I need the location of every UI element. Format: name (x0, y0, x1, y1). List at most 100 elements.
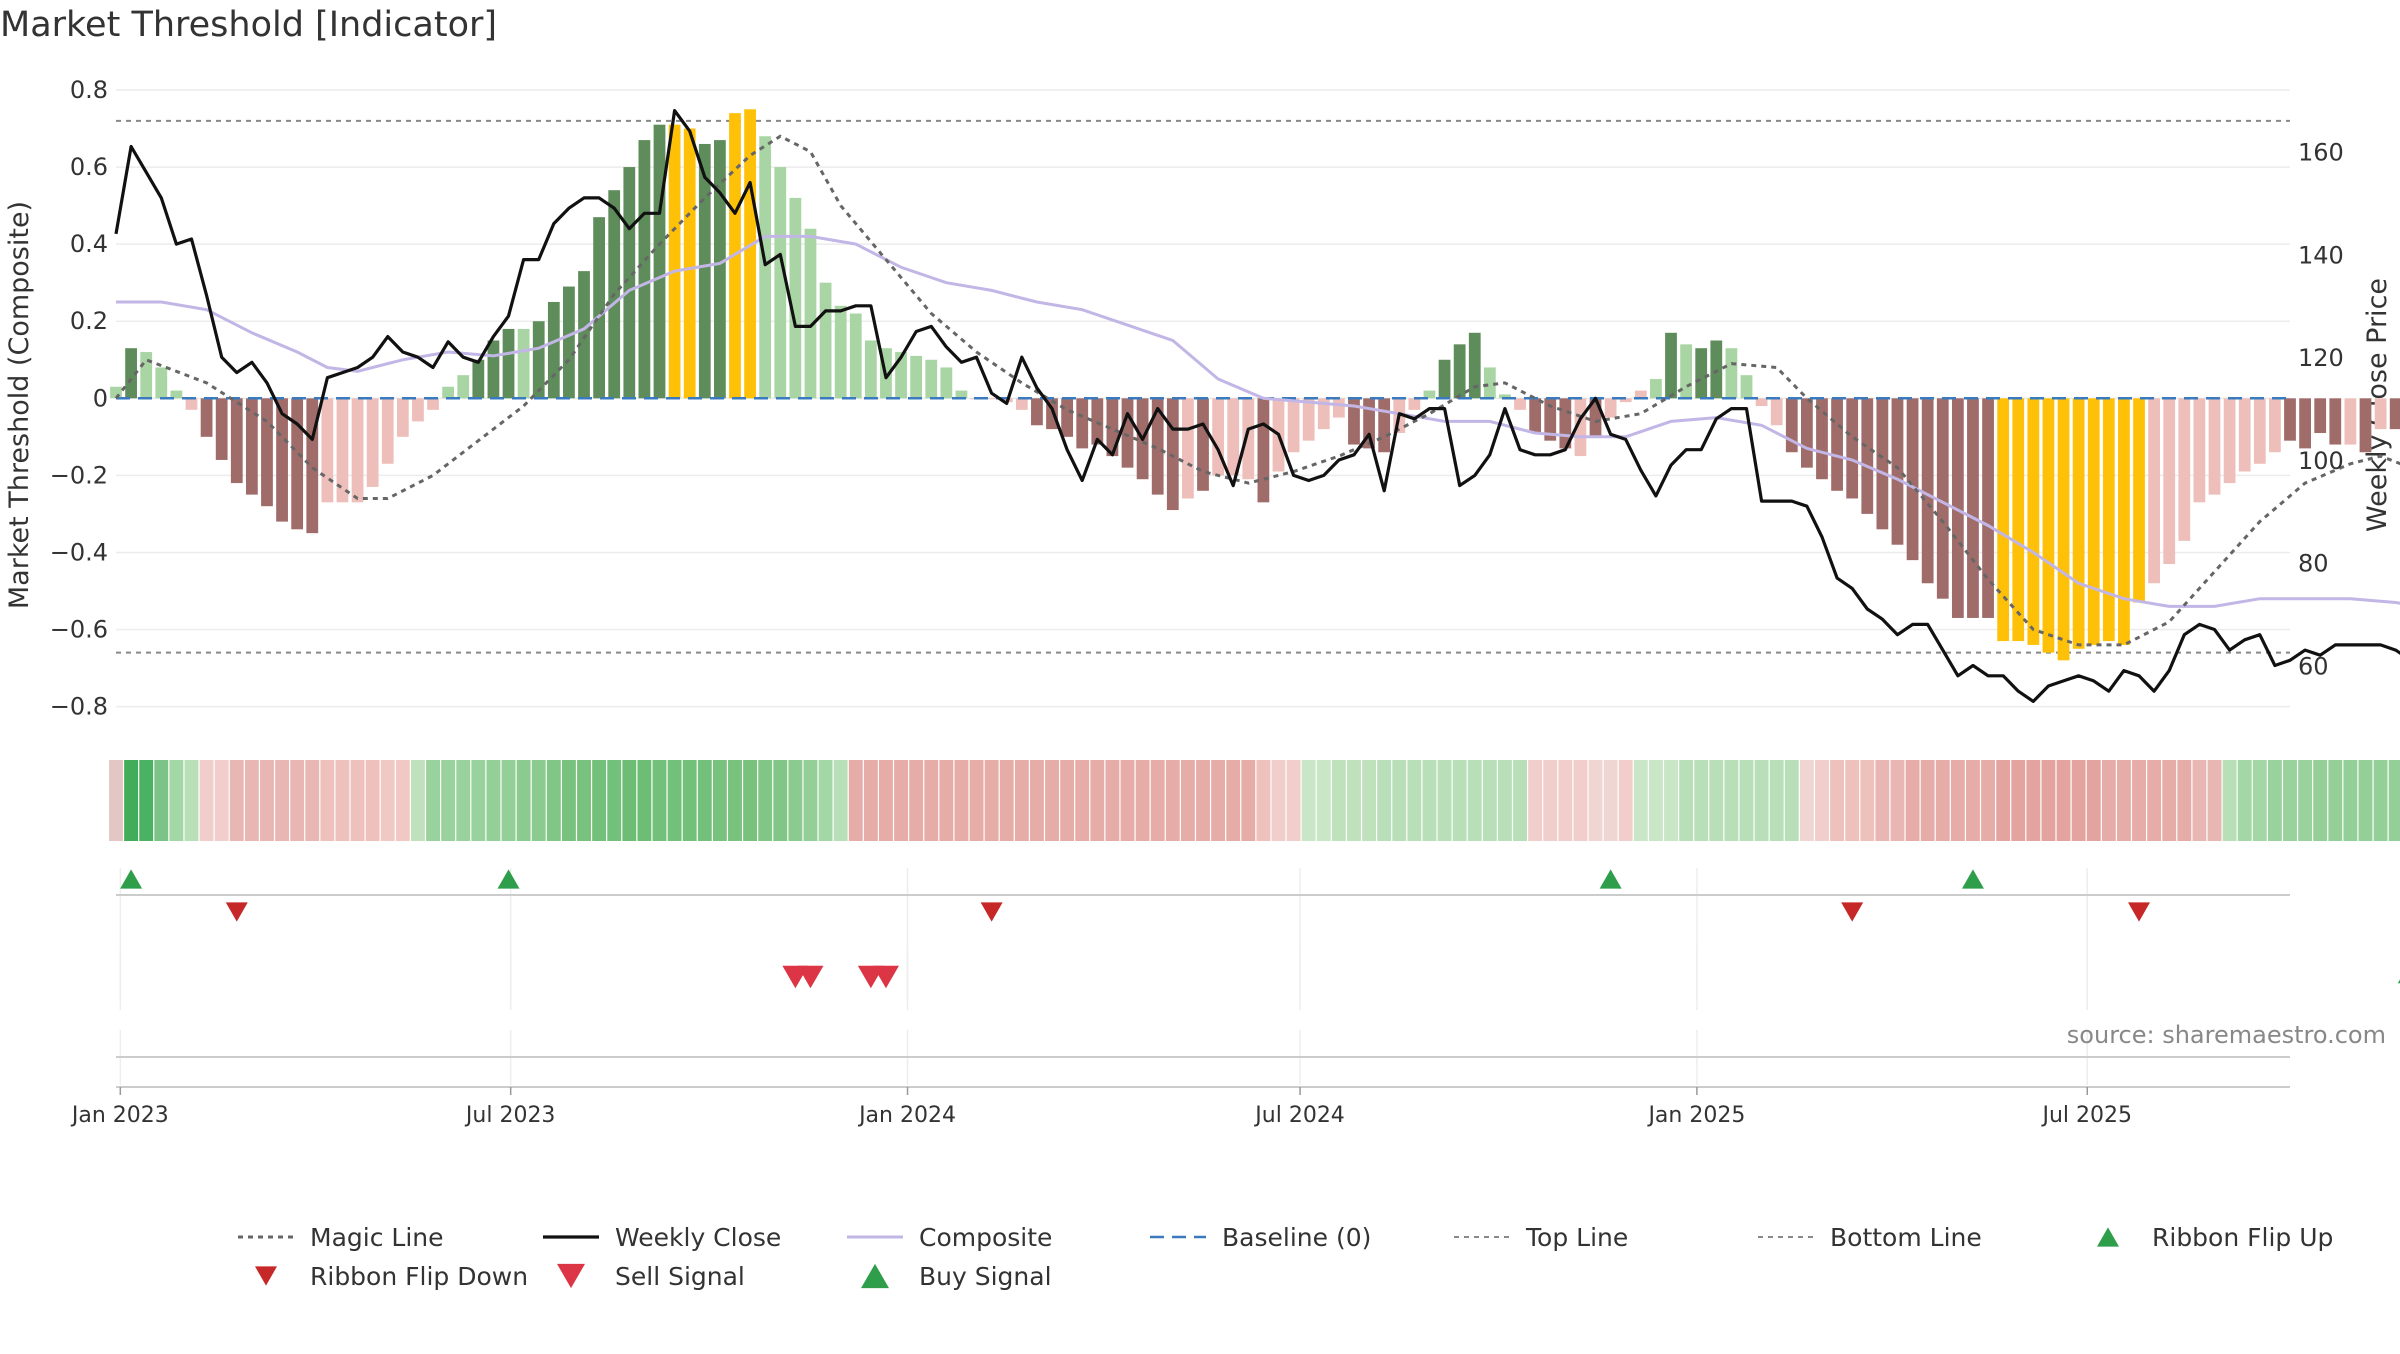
ribbon-cell (728, 760, 742, 841)
composite-bar (849, 313, 862, 399)
ribbon-cell (924, 760, 939, 841)
ribbon-cell (109, 760, 123, 841)
ribbon-cell (154, 760, 169, 841)
composite-bar (668, 124, 681, 399)
composite-bar (1317, 398, 1330, 430)
composite-bar (714, 140, 726, 399)
composite-bar (321, 398, 334, 503)
composite-bar (1680, 344, 1692, 399)
composite-bar (1242, 398, 1255, 480)
composite-bar (985, 398, 998, 400)
ribbon-cell (2101, 760, 2116, 841)
composite-bar (1061, 398, 1074, 437)
ribbon-cell (894, 760, 909, 841)
composite-bar (1483, 367, 1496, 399)
ribbon-cell (1497, 760, 1512, 841)
ribbon-cell (2343, 760, 2358, 841)
composite-bar (1227, 398, 1240, 476)
ribbon-cell (1316, 760, 1331, 841)
ribbon-cell (1150, 760, 1165, 841)
composite-bar (2344, 398, 2357, 445)
composite-bar (1468, 332, 1481, 399)
y-axis-label: Market Threshold (Composite) (4, 201, 35, 609)
ribbon-cell (1347, 760, 1361, 841)
ribbon-cell (1256, 760, 1271, 841)
composite-bar (200, 398, 213, 437)
composite-bar (940, 367, 953, 399)
ribbon-cell (939, 760, 954, 841)
ribbon-cell (1362, 760, 1377, 841)
composite-bar (1846, 398, 1859, 499)
ribbon-cell (229, 760, 244, 841)
ribbon-cell (1860, 760, 1875, 841)
composite-bar (744, 109, 756, 399)
ribbon-cell (1588, 760, 1603, 841)
ribbon-flip-up-marker (1599, 869, 1622, 889)
composite-bar (245, 398, 258, 495)
ribbon-cell (1724, 760, 1739, 841)
ribbon-cell (577, 760, 591, 841)
composite-bar (1725, 348, 1738, 399)
ribbon-cell (788, 760, 803, 841)
ribbon-cell (410, 760, 425, 841)
legend-label: Ribbon Flip Up (2152, 1223, 2333, 1252)
composite-bar (1453, 344, 1466, 399)
composite-bar (125, 348, 137, 399)
ribbon-cell (546, 760, 561, 841)
ribbon-cell (471, 760, 486, 841)
ribbon-cell (637, 760, 652, 841)
ribbon-cell (1543, 760, 1558, 841)
composite-bar (1302, 398, 1315, 441)
ribbon-cell (1014, 760, 1029, 841)
ribbon-cell (1709, 760, 1724, 841)
y2-tick-label: 120 (2298, 344, 2344, 372)
ribbon-cell (1196, 760, 1210, 841)
ribbon-strip (109, 760, 2400, 841)
ribbon-cell (607, 760, 622, 841)
legend-label: Magic Line (310, 1223, 444, 1252)
composite-bar (2314, 398, 2327, 433)
ribbon-cell (290, 760, 305, 841)
ribbon-cell (2237, 760, 2252, 841)
ribbon-cell (531, 760, 546, 841)
composite-bar (2193, 398, 2206, 503)
composite-bar (1182, 398, 1194, 499)
ribbon-cell (1890, 760, 1905, 841)
ribbon-cell (833, 760, 848, 841)
ribbon-cell (2071, 760, 2086, 841)
legend-label: Ribbon Flip Down (310, 1262, 528, 1291)
sell-signal-marker (872, 965, 899, 989)
ribbon-cell (2373, 760, 2388, 841)
composite-bar (2133, 398, 2145, 603)
ribbon-cell (622, 760, 637, 841)
ribbon-cell (1452, 760, 1467, 841)
composite-bar (155, 367, 168, 399)
composite-bar (291, 398, 304, 530)
composite-bar (351, 398, 364, 503)
ribbon-cell (1437, 760, 1452, 841)
composite-bar (2238, 398, 2251, 472)
legend-label: Top Line (1525, 1223, 1628, 1252)
composite-bar (2253, 398, 2266, 464)
ribbon-cell (260, 760, 274, 841)
ribbon-cell (1045, 760, 1059, 841)
threshold-lines (116, 119, 2290, 654)
ribbon-cell (2147, 760, 2162, 841)
composite-bar (396, 398, 409, 437)
composite-bar (517, 328, 530, 399)
composite-bar (2299, 398, 2311, 449)
composite-bar (955, 390, 968, 399)
ribbon-cell (275, 760, 290, 841)
y-tick-label: −0.8 (50, 693, 108, 721)
ribbon-cell (697, 760, 712, 841)
ribbon-cell (2116, 760, 2131, 841)
composite-bar (1951, 398, 1964, 618)
ribbon-cell (124, 760, 139, 841)
composite-bar (1589, 398, 1602, 437)
ribbon-cell (2177, 760, 2192, 841)
sell-signal-marker (797, 965, 824, 989)
composite-bar (185, 398, 198, 410)
ribbon-cell (818, 760, 833, 841)
composite-bar (1257, 398, 1270, 503)
